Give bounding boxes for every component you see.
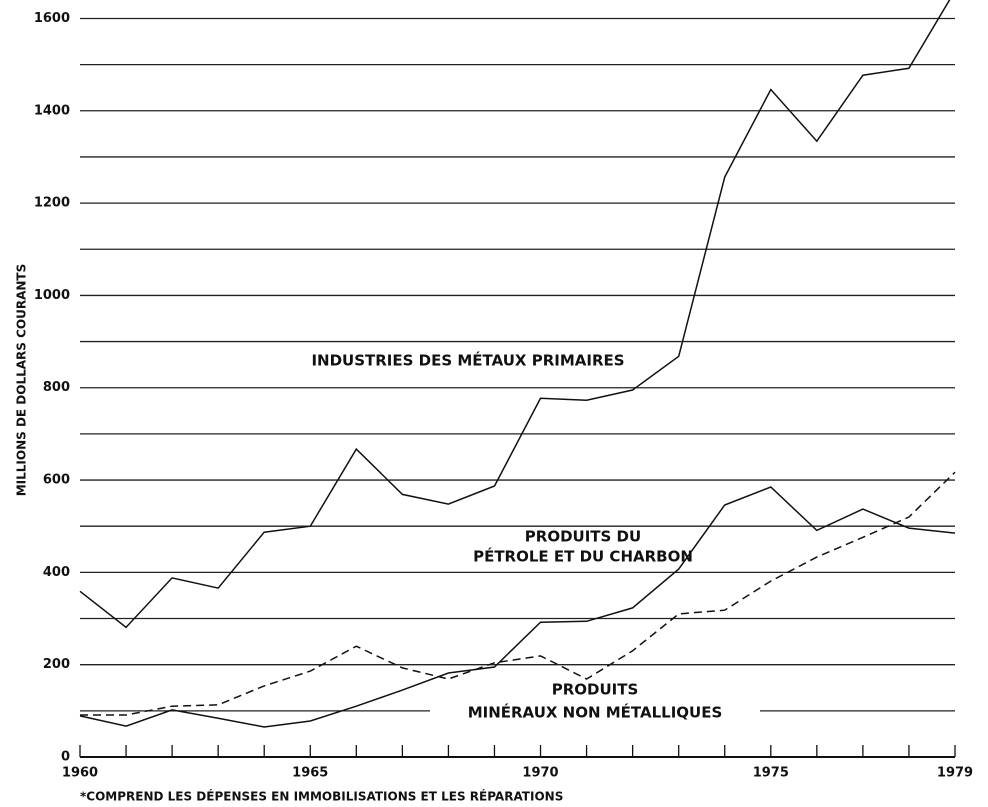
- y-tick-label: 1600: [34, 11, 70, 26]
- x-tick-label: 1960: [62, 766, 98, 781]
- y-tick-label: 1400: [34, 103, 70, 118]
- series-label: PÉTROLE ET DU CHARBON: [473, 547, 693, 566]
- label-background: [430, 702, 760, 724]
- y-tick-label: 600: [43, 473, 70, 488]
- x-tick-label: 1965: [292, 766, 328, 781]
- y-tick-label: 0: [61, 750, 70, 765]
- series-label: MINÉRAUX NON MÉTALLIQUES: [468, 703, 723, 722]
- series-label: INDUSTRIES DES MÉTAUX PRIMAIRES: [311, 351, 624, 370]
- series-line: [79, 0, 951, 629]
- x-tick-label: 1979: [937, 766, 973, 781]
- y-tick-label: 400: [43, 565, 70, 580]
- series-label: PRODUITS: [552, 681, 639, 699]
- y-tick-label: 1000: [34, 288, 70, 303]
- y-tick-label: 800: [43, 380, 70, 395]
- series-label: PRODUITS DU: [525, 528, 641, 546]
- series-line: [80, 471, 956, 716]
- x-tick-label: 1970: [522, 766, 558, 781]
- x-tick-label: 1975: [753, 766, 789, 781]
- y-axis-label: MILLIONS DE DOLLARS COURANTS: [15, 264, 29, 497]
- plot-area: [79, 0, 956, 728]
- footnote: *COMPREND LES DÉPENSES EN IMMOBILISATION…: [80, 789, 563, 804]
- y-tick-label: 200: [43, 657, 70, 672]
- series-line: [79, 486, 956, 728]
- y-tick-label: 1200: [34, 196, 70, 211]
